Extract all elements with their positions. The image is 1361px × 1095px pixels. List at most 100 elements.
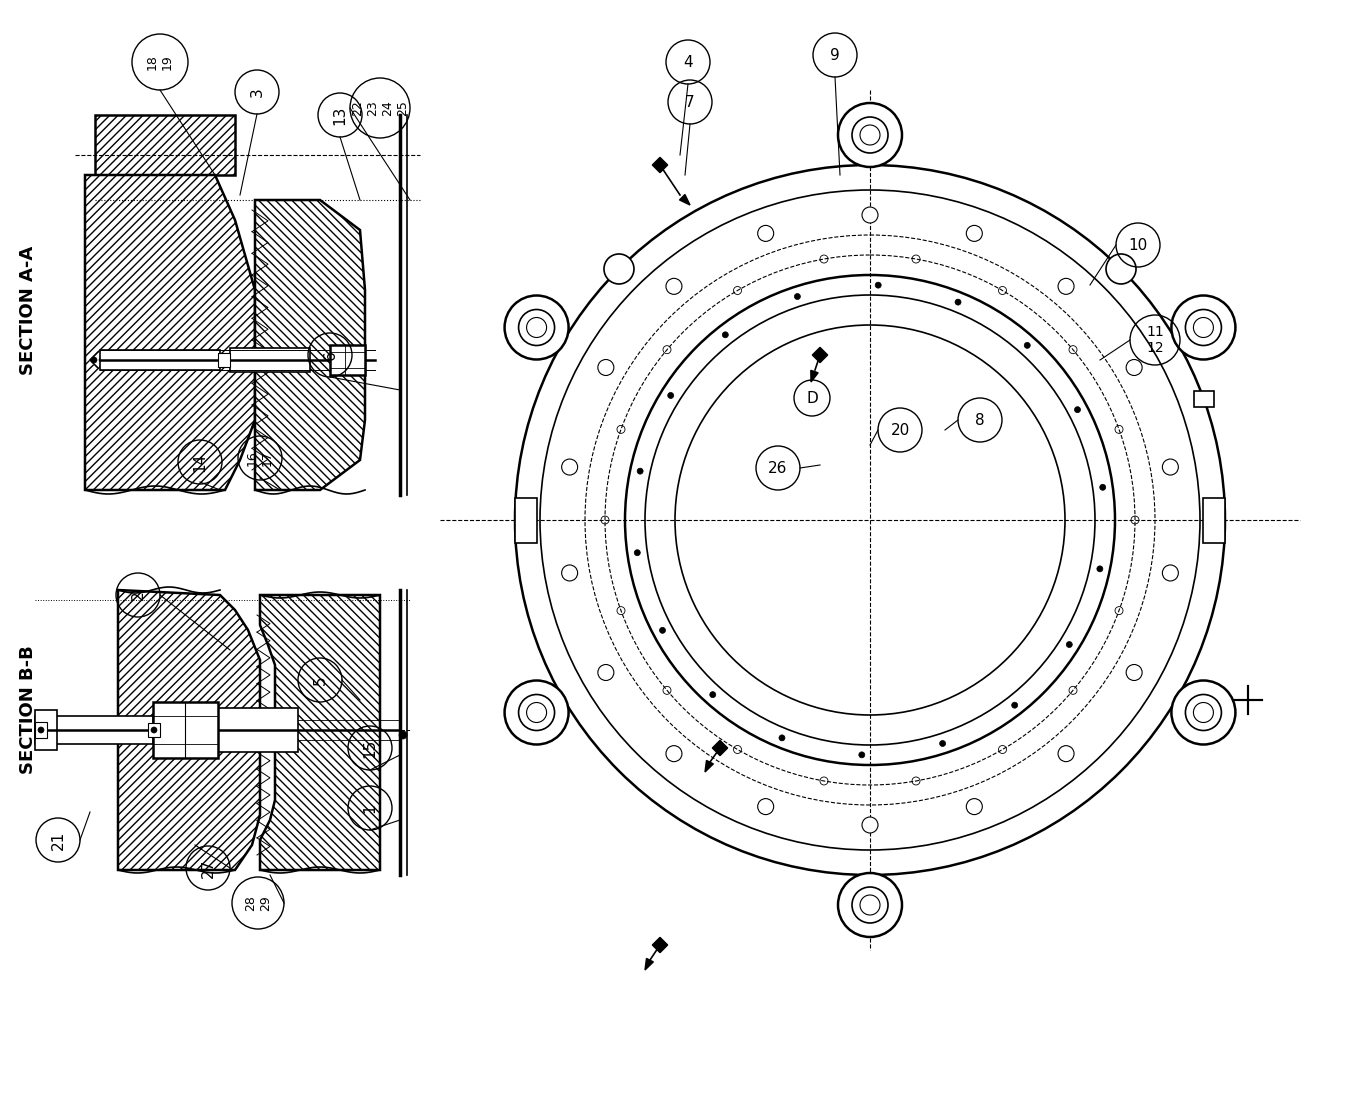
Bar bbox=[99, 350, 220, 370]
Circle shape bbox=[666, 746, 682, 762]
Circle shape bbox=[91, 357, 97, 364]
Circle shape bbox=[151, 727, 157, 733]
Text: 9: 9 bbox=[830, 47, 840, 62]
Circle shape bbox=[604, 254, 634, 284]
Polygon shape bbox=[679, 195, 690, 205]
Circle shape bbox=[838, 873, 902, 937]
Text: 10: 10 bbox=[1128, 238, 1147, 253]
Circle shape bbox=[660, 627, 666, 633]
Circle shape bbox=[1011, 702, 1018, 708]
Circle shape bbox=[955, 299, 961, 306]
Text: 8: 8 bbox=[976, 413, 985, 427]
Text: 3: 3 bbox=[249, 88, 264, 96]
Circle shape bbox=[875, 283, 881, 288]
Text: 1: 1 bbox=[362, 804, 377, 812]
Text: 15: 15 bbox=[362, 738, 377, 758]
Circle shape bbox=[1074, 406, 1081, 413]
Circle shape bbox=[1126, 359, 1142, 376]
Text: 20: 20 bbox=[890, 423, 909, 438]
Circle shape bbox=[634, 550, 640, 555]
Bar bbox=[329, 345, 365, 374]
Circle shape bbox=[597, 359, 614, 376]
Bar bbox=[230, 348, 310, 372]
Text: 2: 2 bbox=[131, 590, 146, 600]
Polygon shape bbox=[645, 958, 653, 970]
Bar bbox=[35, 710, 57, 750]
Bar bbox=[1203, 497, 1225, 542]
Bar bbox=[35, 722, 48, 738]
Bar bbox=[148, 723, 161, 737]
Circle shape bbox=[723, 332, 728, 338]
Circle shape bbox=[1106, 254, 1136, 284]
Bar bbox=[95, 115, 235, 175]
Circle shape bbox=[1162, 459, 1179, 475]
Bar bbox=[1194, 391, 1214, 406]
Polygon shape bbox=[118, 590, 260, 871]
Circle shape bbox=[505, 296, 569, 359]
Circle shape bbox=[1057, 746, 1074, 762]
Text: 28
29: 28 29 bbox=[244, 895, 272, 911]
Circle shape bbox=[838, 103, 902, 168]
Circle shape bbox=[1162, 565, 1179, 581]
Circle shape bbox=[1126, 665, 1142, 680]
Text: 7: 7 bbox=[685, 94, 695, 110]
Circle shape bbox=[758, 798, 773, 815]
Circle shape bbox=[1025, 343, 1030, 348]
Polygon shape bbox=[260, 595, 380, 871]
Polygon shape bbox=[813, 347, 827, 362]
Polygon shape bbox=[652, 158, 668, 173]
Polygon shape bbox=[705, 760, 713, 772]
Circle shape bbox=[778, 735, 785, 741]
Bar bbox=[35, 716, 152, 744]
Circle shape bbox=[1172, 680, 1236, 745]
Circle shape bbox=[966, 226, 983, 241]
Circle shape bbox=[1057, 278, 1074, 295]
Text: 16
17: 16 17 bbox=[246, 450, 274, 466]
Text: 27: 27 bbox=[200, 858, 215, 877]
Bar bbox=[95, 115, 235, 175]
Circle shape bbox=[862, 207, 878, 223]
Text: 4: 4 bbox=[683, 55, 693, 69]
Circle shape bbox=[666, 278, 682, 295]
Text: 21: 21 bbox=[50, 830, 65, 850]
Circle shape bbox=[1066, 642, 1072, 647]
Circle shape bbox=[562, 459, 577, 475]
Polygon shape bbox=[811, 370, 818, 382]
Text: SECTION B-B: SECTION B-B bbox=[19, 646, 37, 774]
Circle shape bbox=[562, 565, 577, 581]
Bar bbox=[514, 497, 538, 542]
Text: 5: 5 bbox=[313, 676, 328, 684]
Circle shape bbox=[1100, 484, 1105, 491]
Text: SECTION A-A: SECTION A-A bbox=[19, 245, 37, 374]
Polygon shape bbox=[90, 351, 98, 368]
Text: 22
23
24
25: 22 23 24 25 bbox=[351, 100, 410, 116]
Circle shape bbox=[637, 469, 644, 474]
Bar bbox=[218, 353, 230, 367]
Circle shape bbox=[668, 392, 674, 399]
Polygon shape bbox=[84, 175, 255, 489]
Text: 13: 13 bbox=[332, 105, 347, 125]
Text: 18
19: 18 19 bbox=[146, 54, 174, 70]
Circle shape bbox=[859, 752, 864, 758]
Circle shape bbox=[597, 665, 614, 680]
Text: 26: 26 bbox=[769, 461, 788, 475]
Bar bbox=[152, 702, 218, 758]
Circle shape bbox=[795, 293, 800, 300]
Circle shape bbox=[1172, 296, 1236, 359]
Circle shape bbox=[966, 798, 983, 815]
Bar bbox=[218, 708, 298, 752]
Polygon shape bbox=[255, 200, 365, 489]
Text: 14: 14 bbox=[192, 452, 207, 472]
Circle shape bbox=[399, 731, 407, 739]
Circle shape bbox=[38, 727, 44, 733]
Text: 11
12: 11 12 bbox=[1146, 325, 1164, 355]
Polygon shape bbox=[652, 937, 668, 953]
Circle shape bbox=[709, 692, 716, 698]
Polygon shape bbox=[712, 740, 728, 756]
Circle shape bbox=[758, 226, 773, 241]
Circle shape bbox=[939, 740, 946, 747]
Circle shape bbox=[862, 817, 878, 833]
Circle shape bbox=[505, 680, 569, 745]
Text: 6: 6 bbox=[323, 350, 338, 360]
Circle shape bbox=[1097, 566, 1102, 572]
